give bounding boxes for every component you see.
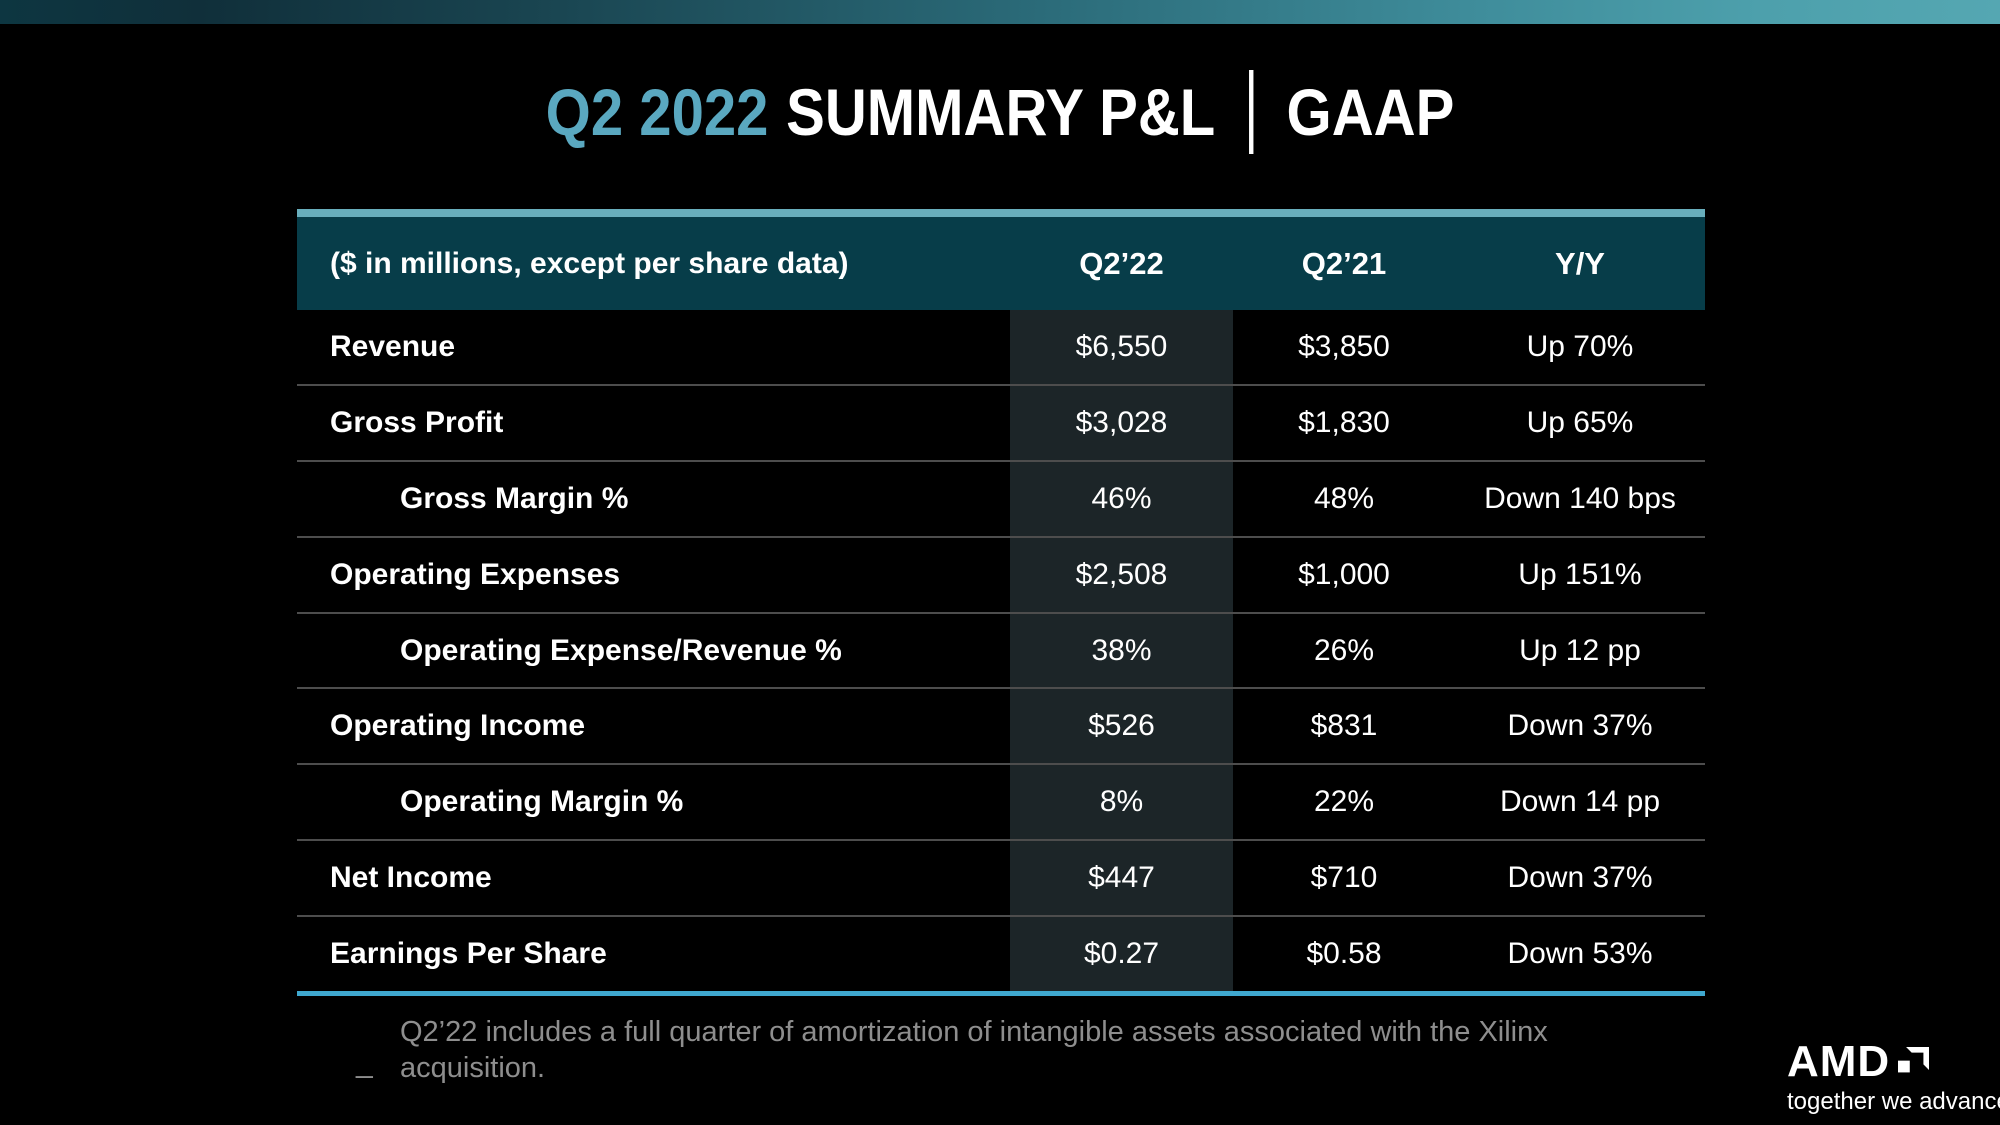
row-label: Revenue xyxy=(330,329,456,363)
amd-wordmark: AMD xyxy=(1787,1037,1891,1086)
row-value-q222: 8% xyxy=(1010,765,1233,840)
table-row: Operating Expense/Revenue % 38% 26% Up 1… xyxy=(297,611,1705,688)
row-value-q221: $3,850 xyxy=(1298,329,1390,363)
row-value-yy: Down 14 pp xyxy=(1499,785,1661,819)
row-label: Gross Profit xyxy=(330,405,504,439)
row-label: Earnings Per Share xyxy=(330,937,607,971)
row-value-q222: 38% xyxy=(1010,613,1233,688)
row-value-yy: Up 65% xyxy=(1526,405,1634,439)
row-value-q222: $0.27 xyxy=(1010,917,1233,992)
table-header-row: ($ in millions, except per share data) Q… xyxy=(297,209,1705,310)
row-value-q221: $0.58 xyxy=(1306,937,1382,971)
row-value-q222: $2,508 xyxy=(1010,537,1233,612)
table-row: Gross Profit $3,028 $1,830 Up 65% xyxy=(297,383,1705,460)
row-value-q221: 22% xyxy=(1313,785,1375,819)
row-value-yy: Down 37% xyxy=(1507,709,1653,743)
page-title: Q2 2022 SUMMARY P&L GAAP xyxy=(120,62,1880,162)
title-quarter: Q2 2022 xyxy=(545,75,769,149)
title-suffix: GAAP xyxy=(1286,75,1455,149)
table-header-units-label: ($ in millions, except per share data) xyxy=(330,246,849,280)
amd-logo: AMD together we advance_ xyxy=(1787,1040,2000,1116)
row-value-q221: 48% xyxy=(1313,481,1375,515)
table-row: Revenue $6,550 $3,850 Up 70% xyxy=(297,310,1705,384)
title-separator xyxy=(1248,70,1254,154)
row-value-yy: Up 151% xyxy=(1518,557,1642,591)
table-row: Operating Income $526 $831 Down 37% xyxy=(297,687,1705,764)
row-label: Operating Income xyxy=(330,709,586,743)
title-main: SUMMARY P&L xyxy=(786,75,1216,149)
row-value-yy: Up 12 pp xyxy=(1519,633,1641,667)
pl-table: ($ in millions, except per share data) Q… xyxy=(297,209,1705,996)
table-body: Revenue $6,550 $3,850 Up 70% Gross Profi… xyxy=(297,310,1705,996)
row-value-q222: $6,550 xyxy=(1010,310,1233,384)
table-row: Net Income $447 $710 Down 37% xyxy=(297,839,1705,916)
row-label: Gross Margin % xyxy=(400,481,629,515)
row-value-q222: $526 xyxy=(1010,689,1233,764)
table-row: Operating Expenses $2,508 $1,000 Up 151% xyxy=(297,535,1705,612)
row-label: Operating Expenses xyxy=(330,557,621,591)
row-value-q221: $1,000 xyxy=(1298,557,1390,591)
row-label: Net Income xyxy=(330,861,492,895)
row-value-q222: $447 xyxy=(1010,841,1233,916)
amd-arrow-icon xyxy=(1898,1046,1930,1072)
column-header-q221: Q2’21 xyxy=(1301,245,1387,281)
column-header-yy: Y/Y xyxy=(1555,245,1605,281)
row-label: Operating Expense/Revenue % xyxy=(400,633,842,667)
row-value-yy: Down 53% xyxy=(1507,937,1653,971)
table-row: Operating Margin % 8% 22% Down 14 pp xyxy=(297,763,1705,840)
column-header-q222: Q2’22 xyxy=(1079,245,1164,281)
row-label: Operating Margin % xyxy=(400,785,684,819)
row-value-q222: $3,028 xyxy=(1010,385,1233,460)
row-value-yy: Up 70% xyxy=(1526,329,1634,363)
row-value-q222: 46% xyxy=(1010,461,1233,536)
amd-logo-row: AMD xyxy=(1787,1040,2000,1084)
table-row: Earnings Per Share $0.27 $0.58 Down 53% xyxy=(297,915,1705,992)
amd-tagline: together we advance_ xyxy=(1787,1088,2000,1115)
table-row: Gross Margin % 46% 48% Down 140 bps xyxy=(297,459,1705,536)
row-value-q221: $831 xyxy=(1310,709,1378,743)
row-value-yy: Down 37% xyxy=(1507,861,1653,895)
row-value-yy: Down 140 bps xyxy=(1484,481,1676,515)
footnote-text: Q2’22 includes a full quarter of amortiz… xyxy=(400,1016,1548,1084)
row-value-q221: $1,830 xyxy=(1298,405,1390,439)
row-value-q221: 26% xyxy=(1313,633,1375,667)
top-gradient-bar xyxy=(0,0,2000,24)
footnote-bullet: _ xyxy=(356,1046,373,1079)
row-value-q221: $710 xyxy=(1310,861,1378,895)
